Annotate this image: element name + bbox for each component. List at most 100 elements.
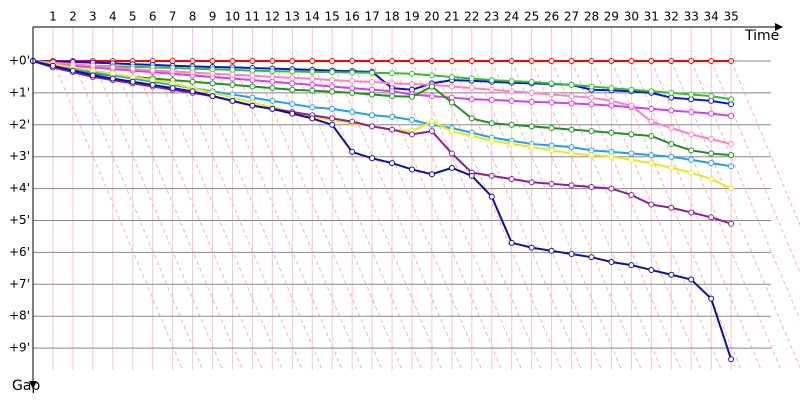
data-point xyxy=(389,80,396,87)
data-point xyxy=(389,93,396,100)
data-point xyxy=(369,86,376,93)
x-tick-label: 30 xyxy=(624,10,639,24)
x-tick-label: 7 xyxy=(169,10,177,24)
data-point xyxy=(408,80,415,87)
data-point xyxy=(648,152,655,159)
data-point xyxy=(688,209,695,216)
x-tick-label: 25 xyxy=(524,10,539,24)
data-point xyxy=(488,172,495,179)
x-tick-label: 32 xyxy=(664,10,679,24)
data-point xyxy=(688,96,695,103)
data-point xyxy=(69,67,76,74)
data-point xyxy=(608,97,615,104)
data-point xyxy=(568,58,575,64)
data-point xyxy=(468,96,475,103)
data-point xyxy=(448,58,455,64)
data-point xyxy=(369,91,376,98)
data-point xyxy=(349,118,356,125)
data-point xyxy=(728,152,735,159)
series-line xyxy=(32,60,733,360)
data-point xyxy=(309,87,316,94)
data-point xyxy=(488,77,495,84)
data-point xyxy=(548,147,555,154)
data-point xyxy=(488,193,495,200)
data-point xyxy=(608,153,615,160)
data-point xyxy=(428,118,435,125)
data-point xyxy=(408,70,415,77)
data-point xyxy=(568,93,575,100)
data-point xyxy=(708,176,715,183)
data-point xyxy=(189,88,196,95)
data-point xyxy=(149,81,156,88)
data-point xyxy=(728,112,735,119)
data-point xyxy=(408,166,415,173)
x-tick-label: 35 xyxy=(723,10,738,24)
data-point xyxy=(728,185,735,192)
data-point xyxy=(448,128,455,135)
x-tick-label: 34 xyxy=(704,10,719,24)
data-point xyxy=(289,86,296,93)
data-point xyxy=(688,147,695,154)
x-tick-label: 21 xyxy=(444,10,459,24)
data-point xyxy=(389,88,396,95)
series-line xyxy=(32,60,732,225)
data-point xyxy=(249,67,256,74)
data-point xyxy=(568,144,575,151)
data-point xyxy=(369,58,376,64)
data-point xyxy=(688,109,695,116)
data-point xyxy=(289,58,296,64)
data-point xyxy=(548,91,555,98)
data-point xyxy=(548,180,555,187)
data-point xyxy=(428,171,435,178)
data-point xyxy=(468,85,475,92)
data-point xyxy=(568,81,575,88)
y-tick-label: +2' xyxy=(9,117,30,131)
data-point xyxy=(648,201,655,208)
data-point xyxy=(369,79,376,86)
data-point xyxy=(648,132,655,139)
data-point xyxy=(349,78,356,85)
x-tick-label: 18 xyxy=(384,10,399,24)
data-point xyxy=(369,155,376,162)
data-point xyxy=(169,80,176,87)
data-point xyxy=(608,129,615,136)
data-point xyxy=(269,85,276,92)
data-point xyxy=(728,356,735,363)
data-point xyxy=(608,102,615,109)
data-point xyxy=(568,250,575,257)
data-point xyxy=(708,214,715,221)
data-point xyxy=(349,69,356,76)
data-point xyxy=(508,140,515,147)
data-point xyxy=(688,169,695,176)
data-point xyxy=(628,102,635,109)
data-point xyxy=(109,70,116,77)
y-tick-label: +3' xyxy=(9,149,30,163)
series-line xyxy=(32,60,732,157)
data-point xyxy=(129,78,136,85)
x-tick-label: 31 xyxy=(644,10,659,24)
data-point xyxy=(548,124,555,131)
data-point xyxy=(608,58,615,64)
data-point xyxy=(89,62,96,69)
data-point xyxy=(508,176,515,183)
data-point xyxy=(568,100,575,107)
data-point xyxy=(249,83,256,90)
x-tick-label: 28 xyxy=(584,10,599,24)
data-point xyxy=(428,128,435,135)
series-line xyxy=(32,60,732,145)
data-point xyxy=(229,58,236,64)
data-point xyxy=(428,83,435,90)
data-point xyxy=(189,69,196,76)
y-tick-label: +0' xyxy=(9,54,30,68)
data-point xyxy=(528,123,535,130)
data-point xyxy=(708,295,715,302)
data-point xyxy=(488,137,495,144)
data-point xyxy=(708,97,715,104)
data-point xyxy=(508,58,515,64)
data-point xyxy=(648,88,655,95)
x-tick-label: 13 xyxy=(285,10,300,24)
data-point xyxy=(408,93,415,100)
x-tick-label: 2 xyxy=(69,10,77,24)
data-point xyxy=(588,184,595,191)
data-point xyxy=(149,67,156,74)
